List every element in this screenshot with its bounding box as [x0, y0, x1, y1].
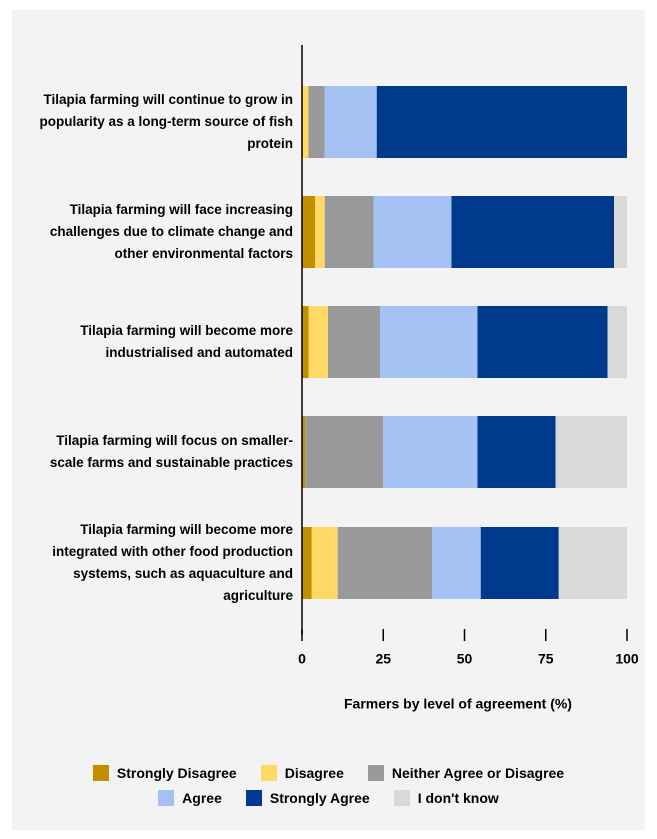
legend-label: Strongly Disagree	[116, 764, 237, 781]
legend-label: Neither Agree or Disagree	[391, 764, 565, 781]
bar-segment	[315, 196, 325, 268]
legend-row: Strongly Disagree Disagree Neither Agree o…	[0, 760, 657, 785]
legend-swatch	[367, 764, 384, 781]
x-axis-label: Farmers by level of agreement (%)	[344, 696, 572, 712]
legend-item: I don't know	[393, 789, 499, 806]
legend-row: Agree Strongly Agree I don't know	[0, 785, 657, 810]
bar-segment	[328, 306, 380, 378]
bar-segment	[477, 416, 556, 488]
legend-item: Strongly Disagree	[92, 764, 237, 781]
bar-segment	[380, 306, 478, 378]
bar-segment	[337, 527, 432, 599]
bar-segment	[558, 527, 627, 599]
legend-swatch	[260, 764, 277, 781]
x-tick-label: 100	[615, 651, 639, 667]
legend-item: Strongly Agree	[245, 789, 370, 806]
bar-segment	[373, 196, 452, 268]
legend-swatch	[158, 789, 175, 806]
category-label: Tilapia farming will continue to grow in…	[39, 92, 293, 151]
bar-segment	[311, 527, 338, 599]
x-tick-label: 75	[538, 651, 554, 667]
bar-segment	[302, 527, 312, 599]
bar-segment	[555, 416, 627, 488]
legend-swatch	[92, 764, 109, 781]
legend-label: Agree	[182, 789, 222, 806]
bar-segment	[324, 196, 374, 268]
bar-segment	[305, 416, 384, 488]
category-label: Tilapia farming will become more industr…	[80, 323, 293, 360]
bar-segment	[607, 306, 627, 378]
bar-segment	[308, 86, 325, 158]
bar-segment	[614, 196, 627, 268]
bar-segment	[480, 527, 559, 599]
bar-segment	[432, 527, 481, 599]
legend-swatch	[245, 789, 262, 806]
bar-segment	[324, 86, 377, 158]
bar-segment	[477, 306, 608, 378]
legend: Strongly Disagree Disagree Neither Agree o…	[0, 760, 657, 810]
bar-segment	[376, 86, 627, 158]
category-label: Tilapia farming will focus on smaller-sc…	[49, 433, 293, 470]
bar-segment	[302, 416, 306, 488]
legend-label: I don't know	[417, 789, 499, 806]
legend-item: Neither Agree or Disagree	[367, 764, 565, 781]
legend-item: Agree	[158, 789, 222, 806]
bar-segment	[302, 306, 309, 378]
category-label: Tilapia farming will become more integra…	[52, 522, 293, 603]
legend-swatch	[393, 789, 410, 806]
x-tick-label: 50	[457, 651, 473, 667]
bar-segment	[383, 416, 478, 488]
x-tick-label: 0	[298, 651, 306, 667]
x-tick-label: 25	[375, 651, 391, 667]
bar-segment	[302, 86, 309, 158]
legend-label: Strongly Agree	[269, 789, 370, 806]
bar-segment	[451, 196, 614, 268]
legend-item: Disagree	[260, 764, 344, 781]
bar-segment	[308, 306, 328, 378]
legend-label: Disagree	[284, 764, 344, 781]
bar-segment	[302, 196, 315, 268]
category-label: Tilapia farming will face increasing cha…	[49, 202, 293, 261]
